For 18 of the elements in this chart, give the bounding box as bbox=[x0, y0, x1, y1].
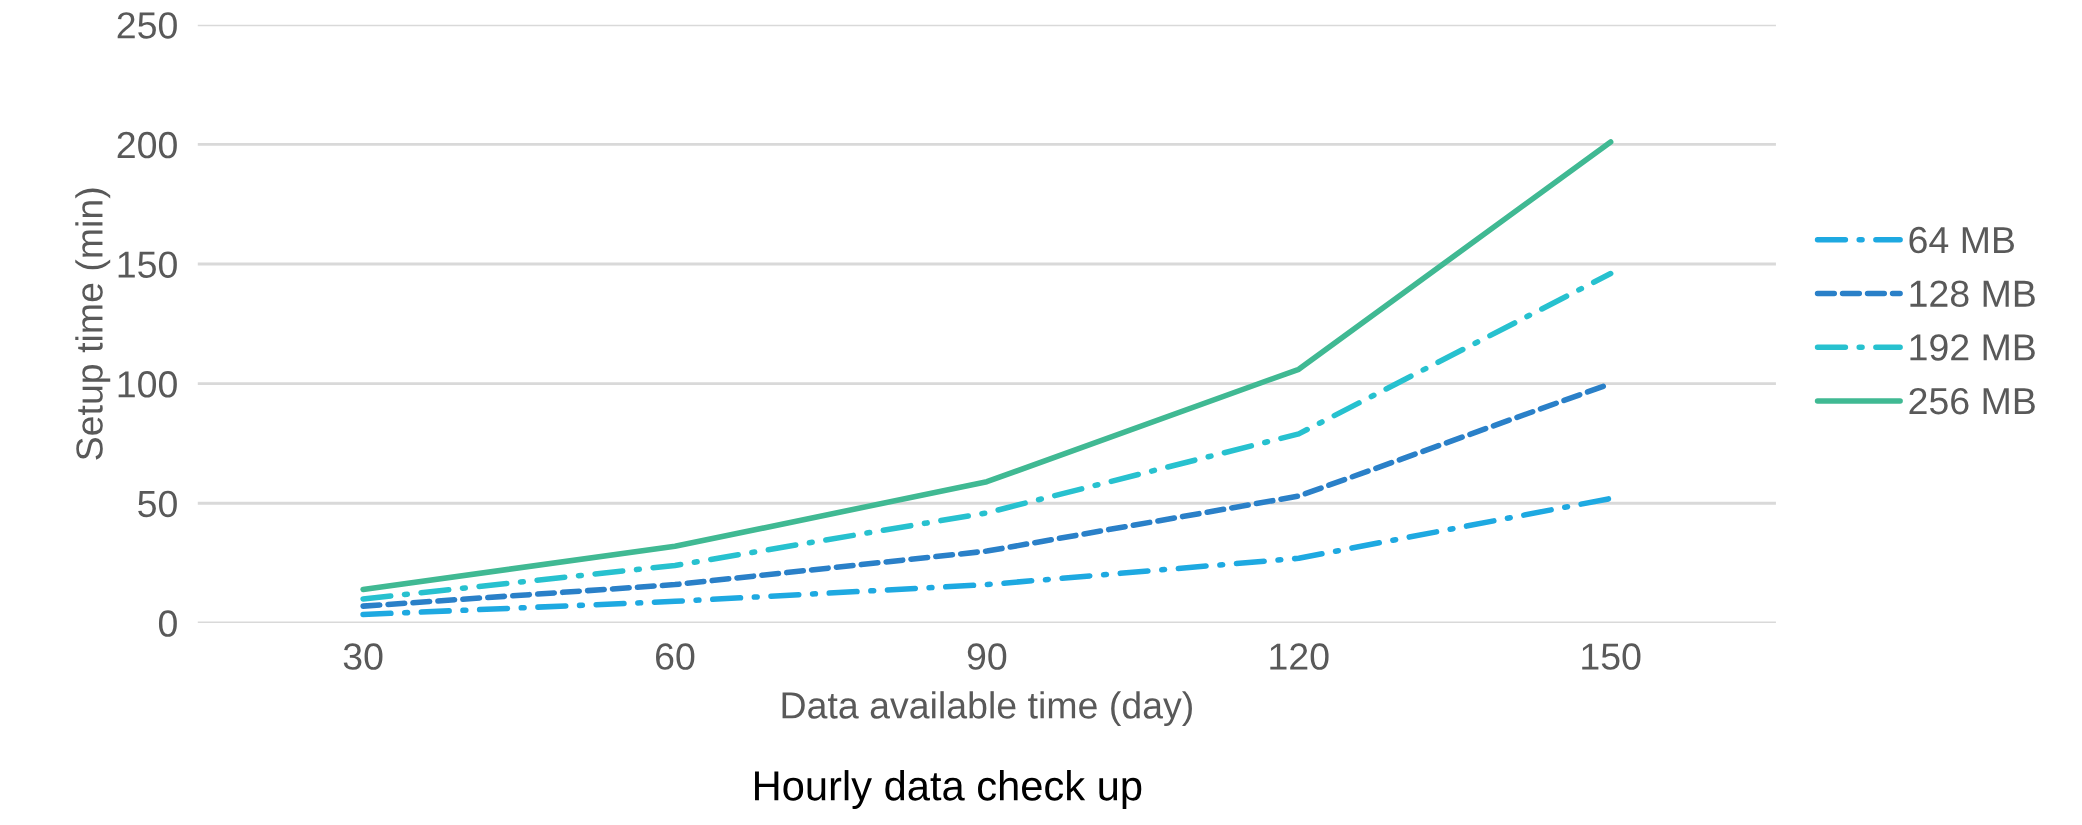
y-tick-label: 50 bbox=[138, 490, 177, 518]
x-tick-label: 30 bbox=[343, 643, 383, 670]
x-tick-label: 90 bbox=[967, 643, 1007, 670]
y-tick-label: 200 bbox=[117, 131, 177, 159]
x-tick-label: 150 bbox=[1582, 643, 1641, 670]
x-axis-title: Data available time (day) bbox=[782, 691, 1192, 727]
y-tick-label: 150 bbox=[118, 251, 177, 278]
y-tick-label: 0 bbox=[158, 610, 177, 637]
x-tick-label: 60 bbox=[656, 643, 695, 670]
legend-label: 64 MB bbox=[1909, 226, 2014, 254]
x-tick-label: 120 bbox=[1270, 643, 1329, 670]
legend-label: 192 MB bbox=[1910, 334, 2035, 361]
y-axis-title: Setup time (min) bbox=[75, 188, 111, 460]
text: Hourly data check up bbox=[755, 770, 1142, 809]
legend-label: 256 MB bbox=[1909, 387, 2035, 415]
y-tick-label: 250 bbox=[117, 12, 177, 39]
y-tick-label: 100 bbox=[118, 371, 177, 398]
legend-label: 128 MB bbox=[1910, 280, 2035, 308]
